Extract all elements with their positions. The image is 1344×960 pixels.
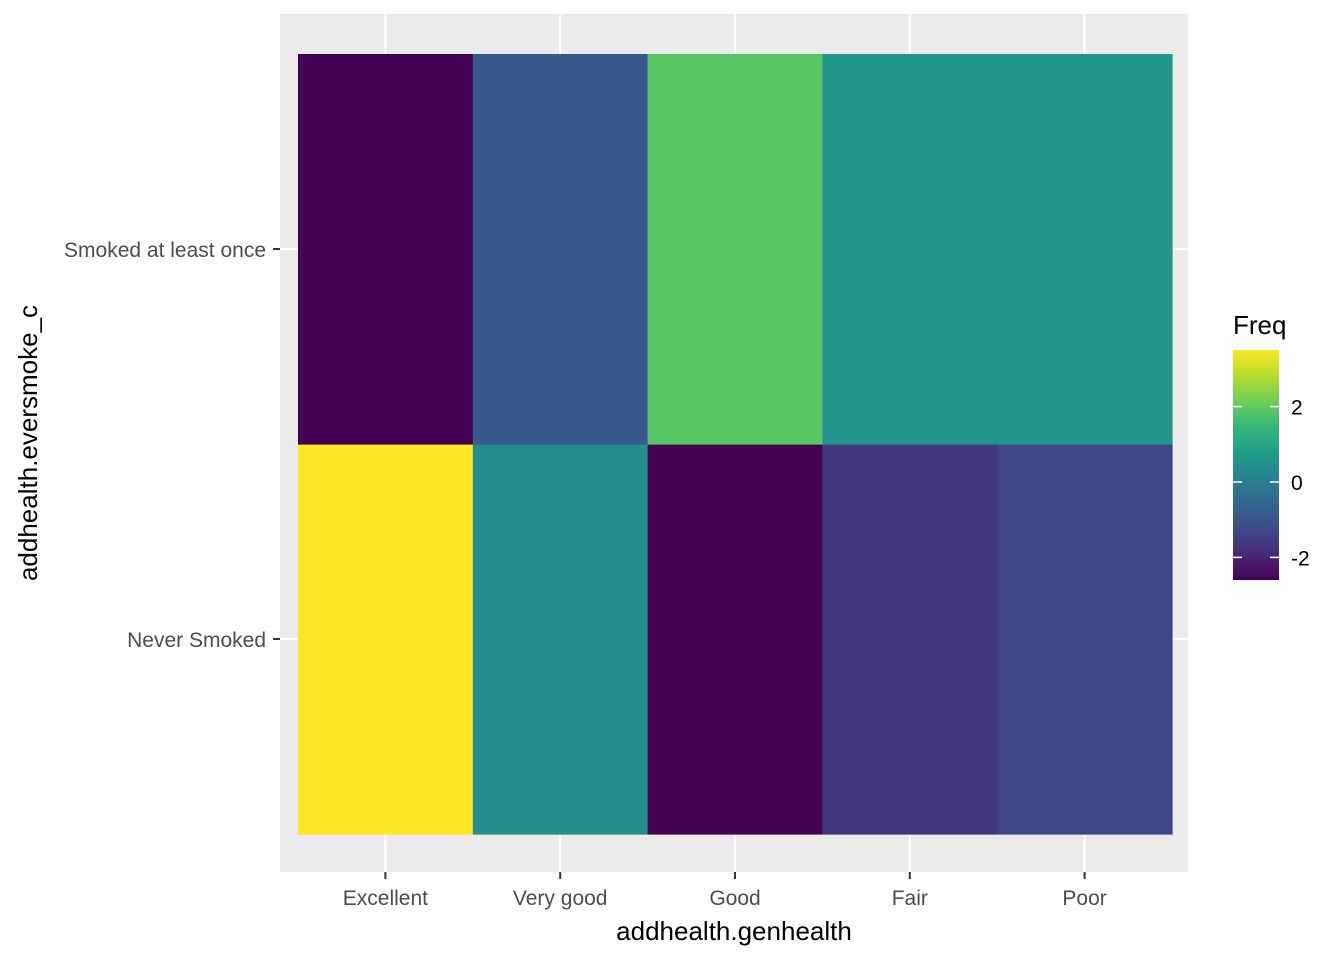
legend-label: -2 [1291, 547, 1310, 570]
y-tick-label: Never Smoked [127, 629, 266, 652]
y-tick-label: Smoked at least once [64, 239, 266, 262]
heatmap-cells [298, 54, 1173, 835]
legend-colorbar [1233, 350, 1279, 580]
heatmap-cell [472, 54, 649, 445]
heatmap-cell [647, 54, 823, 445]
x-tick-label: Very good [513, 887, 608, 910]
legend-label: 0 [1291, 472, 1303, 495]
x-tick-label: Good [709, 887, 760, 910]
heatmap-cell [997, 54, 1173, 445]
legend-title: Freq [1233, 310, 1286, 340]
legend-ticks: 2 0 -2 [1233, 397, 1310, 570]
heatmap-cell [822, 54, 998, 445]
legend-label: 2 [1291, 397, 1303, 420]
y-axis: Never Smoked Smoked at least once [64, 239, 280, 652]
x-tick-label: Excellent [343, 887, 428, 910]
x-axis: Excellent Very good Good Fair Poor [343, 872, 1107, 910]
heatmap-cell [298, 444, 474, 835]
x-axis-title: addhealth.genhealth [616, 916, 852, 946]
heatmap-cell [472, 444, 649, 835]
y-axis-title: addhealth.eversmoke_c [13, 305, 43, 581]
color-legend: Freq 2 0 -2 [1233, 310, 1310, 580]
heatmap-cell [647, 444, 823, 835]
heatmap-cell [822, 444, 998, 835]
heatmap-cell [298, 54, 474, 445]
heatmap-cell [997, 444, 1173, 835]
x-tick-label: Poor [1062, 887, 1106, 910]
x-tick-label: Fair [892, 887, 928, 910]
